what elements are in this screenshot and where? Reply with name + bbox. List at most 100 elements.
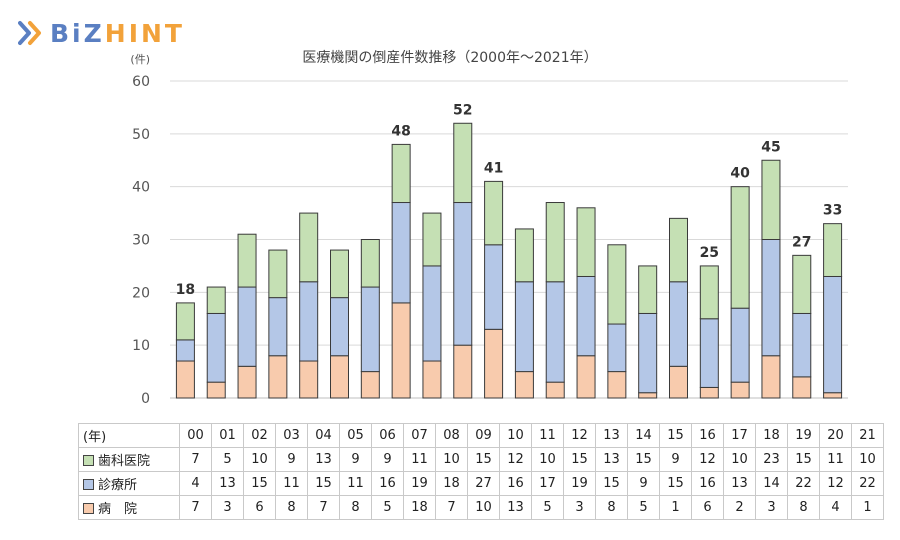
legend-entry-hospital: 病 院 <box>78 495 180 520</box>
table-row-clinic: 診療所 4 13 15 11 15 11 16 19 18 27 16 17 19 15 9 15 16 13 14 2… <box>78 471 884 496</box>
table-cell-value: 16 <box>371 471 404 496</box>
table-cell-value: 15 <box>467 447 500 472</box>
bar-segment-hospital <box>545 381 565 399</box>
bar-segment-hospital <box>730 381 750 399</box>
table-cell-value: 15 <box>659 471 692 496</box>
x-tick-label: 06 <box>371 423 404 448</box>
bar-segment-dental <box>422 212 442 267</box>
legend-label: 病 院 <box>98 502 138 517</box>
x-tick-label: 19 <box>787 423 820 448</box>
table-cell-value: 12 <box>499 447 532 472</box>
table-cell-value: 16 <box>691 471 724 496</box>
bar-segment-clinic <box>206 312 226 383</box>
bar-segment-dental <box>268 249 288 299</box>
y-tick-label: 0 <box>141 391 150 407</box>
table-cell-value: 13 <box>307 447 340 472</box>
x-tick-label: 20 <box>819 423 852 448</box>
y-tick-label: 40 <box>132 180 150 196</box>
bar-segment-dental <box>730 186 750 309</box>
table-cell-value: 10 <box>723 447 756 472</box>
y-tick-label: 50 <box>132 127 150 143</box>
bar-segment-hospital <box>761 355 781 399</box>
table-cell-value: 17 <box>531 471 564 496</box>
bar-segment-hospital <box>576 355 596 399</box>
legend-swatch <box>83 503 94 514</box>
table-cell-value: 11 <box>819 447 852 472</box>
table-cell-value: 9 <box>627 471 660 496</box>
bar-segment-dental <box>360 239 380 288</box>
x-axis-label: (年) <box>78 423 180 448</box>
table-cell-value: 3 <box>563 495 596 520</box>
table-cell-value: 16 <box>499 471 532 496</box>
table-cell-value: 8 <box>595 495 628 520</box>
legend-swatch <box>83 455 94 466</box>
table-cell-value: 9 <box>275 447 308 472</box>
bar-segment-dental <box>175 302 195 341</box>
bar-segment-hospital <box>206 381 226 399</box>
bar-segment-clinic <box>545 281 565 383</box>
table-cell-value: 9 <box>659 447 692 472</box>
bar-segment-dental <box>761 159 781 240</box>
bar-segment-clinic <box>175 339 195 362</box>
bar-segment-dental <box>545 202 565 283</box>
legend-entry-dental: 歯科医院 <box>78 447 180 472</box>
total-label: 41 <box>484 160 503 176</box>
table-cell-value: 22 <box>851 471 884 496</box>
total-label: 27 <box>792 234 811 250</box>
table-cell-value: 7 <box>307 495 340 520</box>
table-header-row: (年) 00 01 02 03 04 05 06 07 08 09 10 11 12 13 14 15 16 17 1… <box>78 423 884 448</box>
bar-segment-dental <box>391 143 411 204</box>
table-cell-value: 3 <box>755 495 788 520</box>
bar-segment-clinic <box>422 265 442 362</box>
bars-layer <box>175 122 843 399</box>
table-cell-value: 5 <box>211 447 244 472</box>
bar-segment-clinic <box>299 281 319 362</box>
x-tick-label: 09 <box>467 423 500 448</box>
table-cell-value: 5 <box>627 495 660 520</box>
bar-segment-hospital <box>638 392 658 399</box>
bar-segment-clinic <box>360 286 380 373</box>
table-cell-value: 11 <box>339 471 372 496</box>
bar-segment-hospital <box>453 344 473 399</box>
bar-segment-hospital <box>360 371 380 399</box>
chart-title: 医療機関の倒産件数推移（2000年～2021年） <box>302 50 598 66</box>
table-cell-value: 14 <box>755 471 788 496</box>
table-cell-value: 13 <box>595 447 628 472</box>
x-tick-label: 21 <box>851 423 884 448</box>
total-label: 25 <box>700 245 719 261</box>
table-cell-value: 15 <box>307 471 340 496</box>
x-tick-label: 13 <box>595 423 628 448</box>
logo-text-biz: BiZ <box>50 18 105 48</box>
table-cell-value: 8 <box>339 495 372 520</box>
table-cell-value: 10 <box>467 495 500 520</box>
total-label: 40 <box>730 166 750 182</box>
labels-layer: 18 48 52 41 25 40 45 27 33 <box>176 102 843 298</box>
bar-segment-clinic <box>237 286 257 367</box>
bar-segment-dental <box>699 265 719 320</box>
bar-segment-dental <box>237 233 257 288</box>
x-tick-label: 18 <box>755 423 788 448</box>
table-cell-value: 13 <box>499 495 532 520</box>
table-cell-value: 8 <box>275 495 308 520</box>
bar-segment-hospital <box>669 365 688 399</box>
table-cell-value: 7 <box>179 495 212 520</box>
table-cell-value: 15 <box>787 447 820 472</box>
bar-segment-clinic <box>576 275 596 357</box>
table-cell-value: 13 <box>211 471 244 496</box>
y-tick-label: 60 <box>132 74 150 90</box>
y-unit-label: (件) <box>130 53 150 66</box>
bar-segment-clinic <box>669 281 688 367</box>
table-cell-value: 9 <box>371 447 404 472</box>
legend-swatch <box>83 479 94 490</box>
table-cell-value: 15 <box>627 447 660 472</box>
table-cell-value: 22 <box>787 471 820 496</box>
x-tick-label: 17 <box>723 423 756 448</box>
total-label: 33 <box>823 203 842 219</box>
bar-segment-dental <box>514 228 534 283</box>
bar-segment-clinic <box>514 281 534 373</box>
table-cell-value: 3 <box>211 495 244 520</box>
legend-label: 歯科医院 <box>98 454 151 469</box>
bar-segment-hospital <box>237 365 257 399</box>
total-label: 18 <box>176 282 195 298</box>
